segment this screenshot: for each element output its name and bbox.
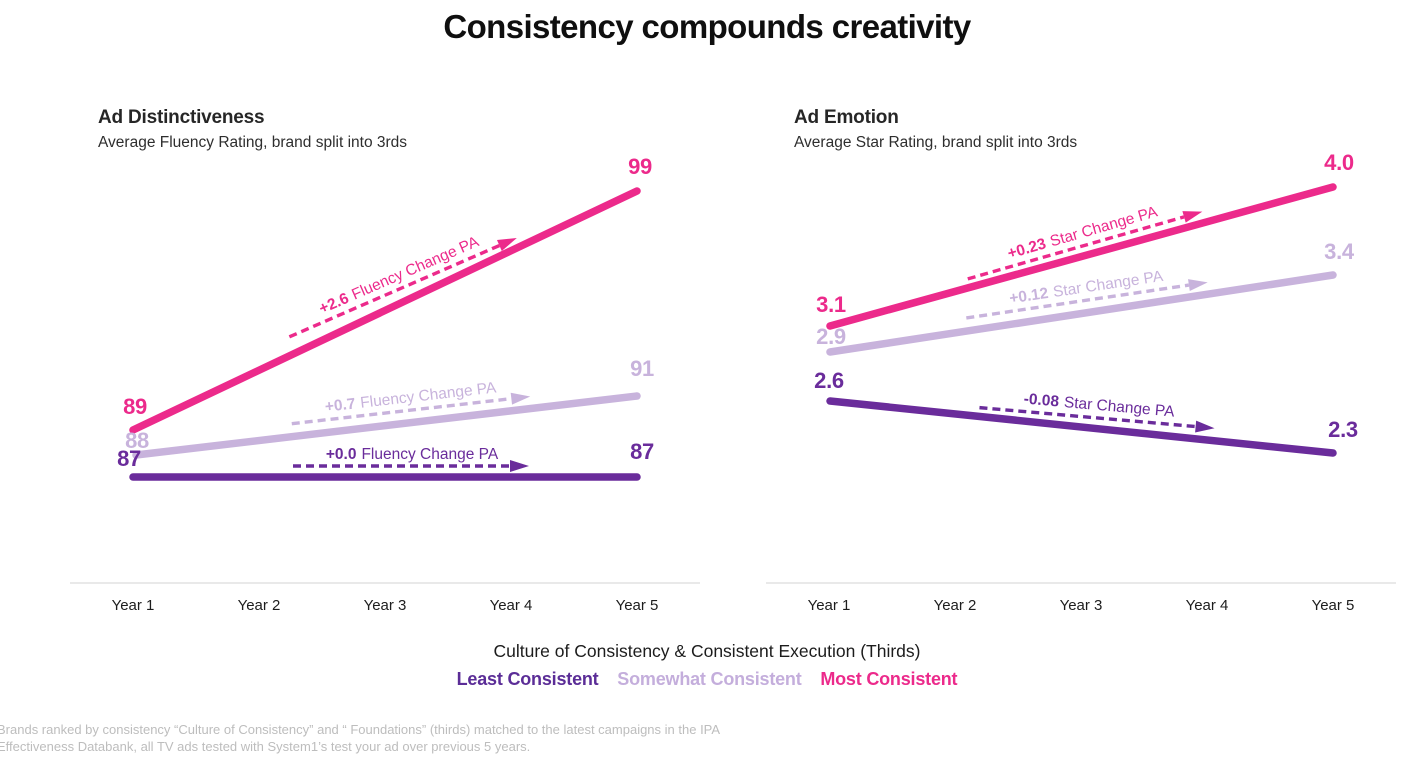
legend-item-most-consistent: Most Consistent <box>820 669 958 689</box>
x-tick-year1: Year 1 <box>112 597 155 614</box>
arrowhead-icon <box>496 237 517 252</box>
x-tick-year3: Year 3 <box>1060 597 1103 614</box>
chart-title: Ad Distinctiveness <box>98 107 265 128</box>
end-value-most: 4.0 <box>1324 150 1354 175</box>
most-consistent-line <box>826 183 1337 330</box>
start-value-somewhat: 2.9 <box>816 324 846 349</box>
chart-header: Ad Distinctiveness Average Fluency Ratin… <box>98 107 407 152</box>
footnote-line-1: Brands ranked by consistency “Culture of… <box>0 722 721 737</box>
x-tick-year5: Year 5 <box>1312 597 1355 614</box>
arrowhead-icon <box>510 460 529 472</box>
least-consistent-line <box>826 397 1337 457</box>
legend: Culture of Consistency & Consistent Exec… <box>0 641 1414 690</box>
annotation-text: +0.0 Fluency Change PA <box>326 446 499 463</box>
start-value-least: 2.6 <box>814 368 844 393</box>
annotation-dashed-arrow <box>979 405 1196 429</box>
chart-subtitle: Average Star Rating, brand split into 3r… <box>794 134 1078 151</box>
start-value-most: 3.1 <box>816 292 846 317</box>
end-value-least: 87 <box>630 439 654 464</box>
annotation-text: -0.08 Star Change PA <box>1023 390 1176 420</box>
legend-item-somewhat-consistent: Somewhat Consistent <box>617 669 802 689</box>
x-tick-year4: Year 4 <box>490 597 533 614</box>
legend-item-least-consistent: Least Consistent <box>456 669 599 689</box>
arrowhead-icon <box>1182 211 1203 223</box>
end-value-somewhat: 3.4 <box>1324 239 1355 264</box>
line-chart-canvas: +0.23Star Change PA +0.12 Star Change PA … <box>766 150 1396 614</box>
page-title: Consistency compounds creativity <box>443 8 971 45</box>
annotation-dashed-arrow <box>288 243 501 339</box>
start-value-least: 87 <box>117 446 141 471</box>
x-tick-year4: Year 4 <box>1186 597 1229 614</box>
legend-items: Least Consistent Somewhat Consistent Mos… <box>0 669 1414 690</box>
annotation-dashed-arrow <box>967 215 1185 281</box>
x-tick-year3: Year 3 <box>364 597 407 614</box>
end-value-somewhat: 91 <box>630 356 654 381</box>
chart-ad-distinctiveness: Ad Distinctiveness Average Fluency Ratin… <box>70 95 700 635</box>
chart-title: Ad Emotion <box>794 107 899 128</box>
x-tick-year2: Year 2 <box>238 597 281 614</box>
annotation-most: +0.23Star Change PA <box>967 203 1203 281</box>
chart-ad-emotion: Ad Emotion Average Star Rating, brand sp… <box>766 95 1396 635</box>
arrowhead-icon <box>1195 420 1215 433</box>
end-value-least: 2.3 <box>1328 417 1358 442</box>
arrowhead-icon <box>1188 279 1208 292</box>
footnote-line-2: Effectiveness Databank, all TV ads teste… <box>0 738 531 754</box>
annotation-dashed-arrow <box>291 396 512 426</box>
end-value-most: 99 <box>628 154 652 179</box>
somewhat-consistent-line <box>826 271 1337 356</box>
chart-header: Ad Emotion Average Star Rating, brand sp… <box>794 107 1077 152</box>
x-tick-year5: Year 5 <box>616 597 659 614</box>
start-value-somewhat: 88 <box>125 428 149 453</box>
arrowhead-icon <box>510 392 531 405</box>
footnote: Brands ranked by consistency “Culture of… <box>0 722 720 755</box>
x-tick-year2: Year 2 <box>934 597 977 614</box>
annotation-dashed-arrow <box>966 283 1190 320</box>
legend-title: Culture of Consistency & Consistent Exec… <box>493 641 921 661</box>
start-value-most: 89 <box>123 394 147 419</box>
chart-subtitle: Average Fluency Rating, brand split into… <box>98 134 408 151</box>
annotation-least: +0.0 Fluency Change PA <box>293 446 529 472</box>
line-chart-canvas: +2.6Fluency Change PA +0.7 Fluency Change… <box>70 154 700 614</box>
somewhat-consistent-line <box>132 392 641 459</box>
most-consistent-line <box>129 187 641 434</box>
annotation-most: +2.6Fluency Change PA <box>288 233 517 339</box>
x-tick-year1: Year 1 <box>808 597 851 614</box>
